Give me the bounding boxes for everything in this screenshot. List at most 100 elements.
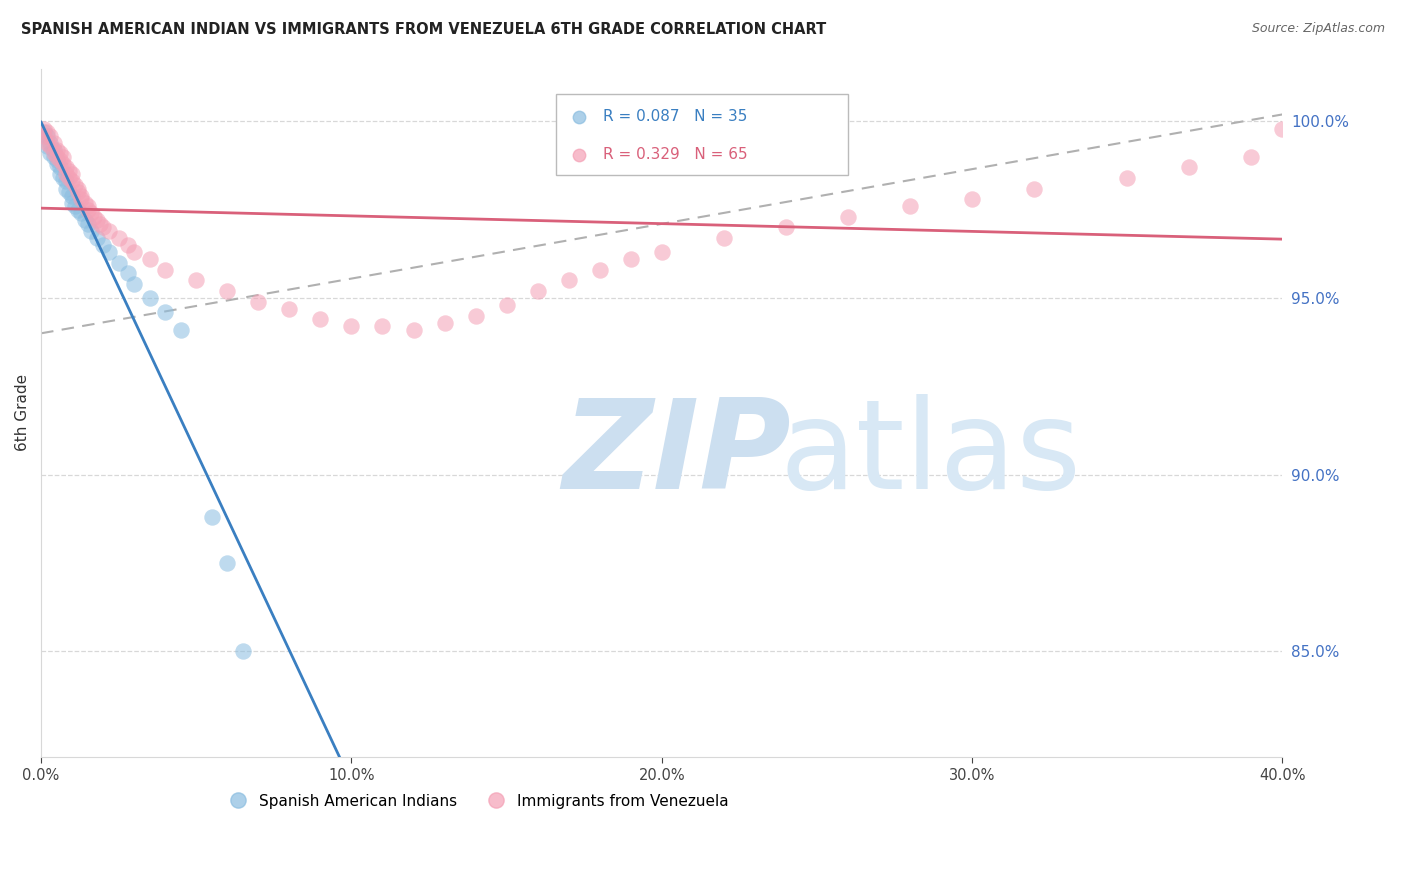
Point <box>42 146 65 161</box>
Point <box>138 252 160 267</box>
Point <box>201 509 224 524</box>
Point <box>83 210 105 224</box>
Point <box>107 255 129 269</box>
Text: Source: ZipAtlas.com: Source: ZipAtlas.com <box>1251 22 1385 36</box>
Point <box>122 245 145 260</box>
Point <box>37 128 59 143</box>
Point <box>775 220 797 235</box>
Point <box>55 168 77 182</box>
Point <box>309 312 332 326</box>
Point <box>39 128 62 143</box>
Point <box>42 136 65 150</box>
Point <box>1240 150 1263 164</box>
Point <box>76 199 98 213</box>
Point <box>45 150 67 164</box>
Point <box>495 298 517 312</box>
Point <box>60 174 83 188</box>
Point <box>48 146 70 161</box>
Text: SPANISH AMERICAN INDIAN VS IMMIGRANTS FROM VENEZUELA 6TH GRADE CORRELATION CHART: SPANISH AMERICAN INDIAN VS IMMIGRANTS FR… <box>21 22 827 37</box>
Point <box>80 224 103 238</box>
Point <box>247 294 270 309</box>
Point <box>960 192 983 206</box>
Point <box>32 128 55 143</box>
Point <box>48 161 70 175</box>
Point <box>1271 121 1294 136</box>
Point <box>76 217 98 231</box>
Point <box>464 309 486 323</box>
Point <box>60 188 83 202</box>
Point <box>70 206 93 220</box>
Point <box>67 181 90 195</box>
Point <box>589 262 612 277</box>
Point <box>837 210 859 224</box>
Point <box>73 213 96 227</box>
Point <box>32 125 55 139</box>
Text: R = 0.087   N = 35: R = 0.087 N = 35 <box>603 109 748 124</box>
Point <box>45 143 67 157</box>
Point <box>86 213 108 227</box>
Legend: Spanish American Indians, Immigrants from Venezuela: Spanish American Indians, Immigrants fro… <box>217 788 735 814</box>
Point <box>155 262 177 277</box>
Point <box>1116 171 1139 186</box>
Point <box>45 157 67 171</box>
Point <box>65 178 87 192</box>
Point <box>48 153 70 168</box>
Point <box>713 231 735 245</box>
Point <box>98 245 121 260</box>
Point <box>80 206 103 220</box>
Text: R = 0.329   N = 65: R = 0.329 N = 65 <box>603 147 748 162</box>
Point <box>89 217 111 231</box>
Point <box>39 136 62 150</box>
Point <box>117 238 139 252</box>
Point <box>620 252 643 267</box>
Point <box>58 171 80 186</box>
Point <box>67 202 90 217</box>
Point <box>70 192 93 206</box>
Point <box>39 146 62 161</box>
Point <box>52 157 75 171</box>
Point <box>170 323 193 337</box>
Point <box>232 644 254 658</box>
Point <box>60 195 83 210</box>
Point <box>91 238 114 252</box>
Point <box>1024 181 1046 195</box>
Point <box>898 199 921 213</box>
Point <box>371 319 394 334</box>
Point <box>55 174 77 188</box>
Point <box>73 195 96 210</box>
Point <box>86 231 108 245</box>
Point <box>122 277 145 291</box>
Point <box>107 231 129 245</box>
Point <box>98 224 121 238</box>
Point <box>402 323 425 337</box>
Point <box>32 121 55 136</box>
Point <box>42 150 65 164</box>
Text: atlas: atlas <box>780 393 1081 515</box>
Point <box>557 273 579 287</box>
Point <box>526 284 548 298</box>
Point <box>37 125 59 139</box>
Point <box>52 171 75 186</box>
Text: ZIP: ZIP <box>562 393 792 515</box>
Point <box>76 202 98 217</box>
Point <box>55 181 77 195</box>
Point <box>37 139 59 153</box>
Point <box>217 284 239 298</box>
Point <box>42 143 65 157</box>
Point <box>117 266 139 280</box>
Point <box>433 316 456 330</box>
Point <box>48 168 70 182</box>
Point <box>37 136 59 150</box>
Point <box>651 245 673 260</box>
Point <box>45 153 67 168</box>
Bar <box>557 94 848 175</box>
Point <box>217 556 239 570</box>
Point <box>60 168 83 182</box>
Point <box>55 161 77 175</box>
Y-axis label: 6th Grade: 6th Grade <box>15 374 30 451</box>
Point <box>58 164 80 178</box>
Point <box>58 185 80 199</box>
Point <box>65 199 87 213</box>
Point <box>52 150 75 164</box>
Point <box>186 273 208 287</box>
